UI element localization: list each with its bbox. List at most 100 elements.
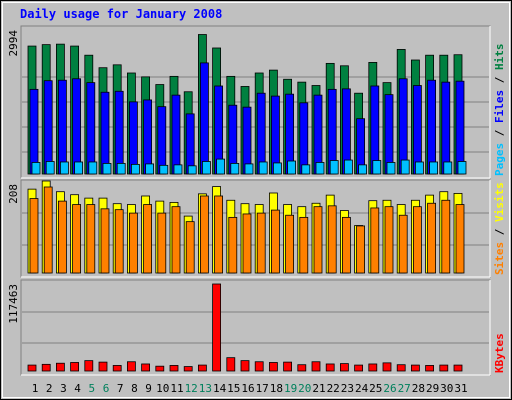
bar-files-3: [58, 79, 67, 175]
bar-pages-17: [258, 161, 268, 175]
bar-sites-31: [455, 204, 465, 274]
xtick-label-19: 19: [284, 382, 297, 395]
legend-entry-kbytes: KBytes: [493, 333, 506, 373]
bar-kbytes-1: [27, 364, 37, 372]
chart-title: Daily usage for January 2008: [20, 7, 222, 21]
bar-sites-22: [327, 205, 337, 274]
bar-files-7: [114, 90, 124, 175]
xtick-label-6: 6: [103, 382, 110, 395]
xtick-label-28: 28: [412, 382, 425, 395]
bar-kbytes-15: [226, 357, 236, 372]
legend-kbytes: KBytes: [493, 333, 506, 373]
bar-pages-1: [31, 162, 41, 175]
xtick-label-4: 4: [74, 382, 81, 395]
bar-files-13: [199, 62, 209, 175]
xtick-label-23: 23: [341, 382, 354, 395]
ytick-label-kbytes: 117463: [7, 284, 20, 324]
xtick-label-21: 21: [312, 382, 325, 395]
bar-sites-14: [214, 195, 224, 274]
bar-kbytes-8: [127, 361, 136, 372]
bar-sites-4: [72, 204, 81, 274]
bar-pages-4: [74, 161, 83, 175]
panel-frame-kbytes: [20, 279, 491, 376]
legend-entry-pages: Pages: [493, 143, 506, 176]
xtick-label-27: 27: [398, 382, 411, 395]
bar-kbytes-16: [240, 360, 250, 372]
bar-sites-28: [412, 206, 422, 274]
bar-sites-9: [143, 204, 153, 274]
legend-hits-files-pages: Pages / Files / Hits: [493, 44, 506, 177]
xtick-label-2: 2: [46, 382, 53, 395]
bar-files-20: [299, 102, 309, 175]
bar-sites-1: [29, 198, 39, 274]
bar-sites-27: [398, 214, 408, 274]
bar-kbytes-23: [339, 363, 349, 372]
bar-kbytes-7: [112, 365, 122, 372]
bar-kbytes-28: [410, 364, 420, 372]
bar-pages-24: [358, 164, 368, 175]
xtick-label-7: 7: [117, 382, 124, 395]
xtick-label-25: 25: [369, 382, 382, 395]
xtick-label-1: 1: [32, 382, 39, 395]
ytick-label-visits-sites: 208: [7, 184, 20, 204]
xtick-label-15: 15: [227, 382, 240, 395]
bar-kbytes-3: [56, 362, 65, 372]
bar-pages-19: [287, 160, 297, 175]
bar-kbytes-17: [254, 361, 264, 372]
bar-pages-22: [329, 160, 339, 175]
xtick-label-26: 26: [383, 382, 396, 395]
legend-separator: /: [493, 123, 506, 143]
xtick-label-17: 17: [256, 382, 269, 395]
bar-sites-8: [128, 212, 138, 274]
bar-kbytes-19: [283, 361, 293, 372]
bar-sites-3: [58, 200, 67, 274]
legend-entry-visits: Visits: [493, 182, 506, 222]
bar-kbytes-24: [354, 364, 364, 372]
bar-kbytes-18: [268, 362, 278, 372]
bar-kbytes-10: [155, 365, 165, 372]
bar-sites-10: [157, 212, 167, 274]
bar-pages-16: [244, 163, 254, 175]
bar-pages-9: [145, 163, 155, 175]
xtick-label-16: 16: [241, 382, 254, 395]
bar-files-11: [171, 94, 181, 175]
bar-kbytes-11: [169, 365, 179, 372]
legend-entry-files: Files: [493, 90, 506, 123]
bar-files-30: [441, 81, 451, 175]
ytick-label-hits-files-pages: 2994: [7, 30, 20, 57]
bar-kbytes-13: [197, 364, 207, 372]
bar-pages-15: [230, 163, 240, 175]
bar-kbytes-2: [41, 363, 51, 372]
bar-pages-11: [173, 164, 183, 175]
bar-pages-31: [457, 161, 467, 175]
bar-pages-2: [45, 161, 55, 175]
xtick-label-29: 29: [426, 382, 439, 395]
bar-files-18: [270, 95, 280, 175]
bar-pages-20: [301, 164, 311, 175]
bar-files-10: [157, 106, 167, 175]
bar-kbytes-20: [297, 364, 307, 372]
xtick-label-11: 11: [170, 382, 183, 395]
xtick-label-30: 30: [440, 382, 453, 395]
bar-kbytes-27: [396, 364, 406, 372]
bar-kbytes-26: [382, 362, 392, 372]
bar-kbytes-30: [439, 364, 449, 372]
bar-pages-12: [187, 165, 197, 175]
bar-pages-29: [429, 161, 439, 175]
bar-sites-29: [427, 202, 437, 274]
bar-sites-7: [114, 209, 124, 274]
bar-kbytes-25: [368, 363, 378, 372]
bar-sites-19: [285, 214, 295, 274]
bar-sites-16: [242, 213, 252, 274]
bar-sites-18: [270, 209, 280, 274]
bar-sites-26: [384, 206, 394, 274]
bar-pages-28: [414, 161, 424, 175]
bar-pages-30: [443, 161, 453, 175]
bar-files-29: [427, 79, 437, 175]
xtick-label-8: 8: [131, 382, 138, 395]
xtick-label-10: 10: [156, 382, 169, 395]
bar-sites-2: [43, 186, 53, 274]
bar-pages-10: [159, 164, 169, 175]
bar-files-12: [185, 113, 195, 175]
